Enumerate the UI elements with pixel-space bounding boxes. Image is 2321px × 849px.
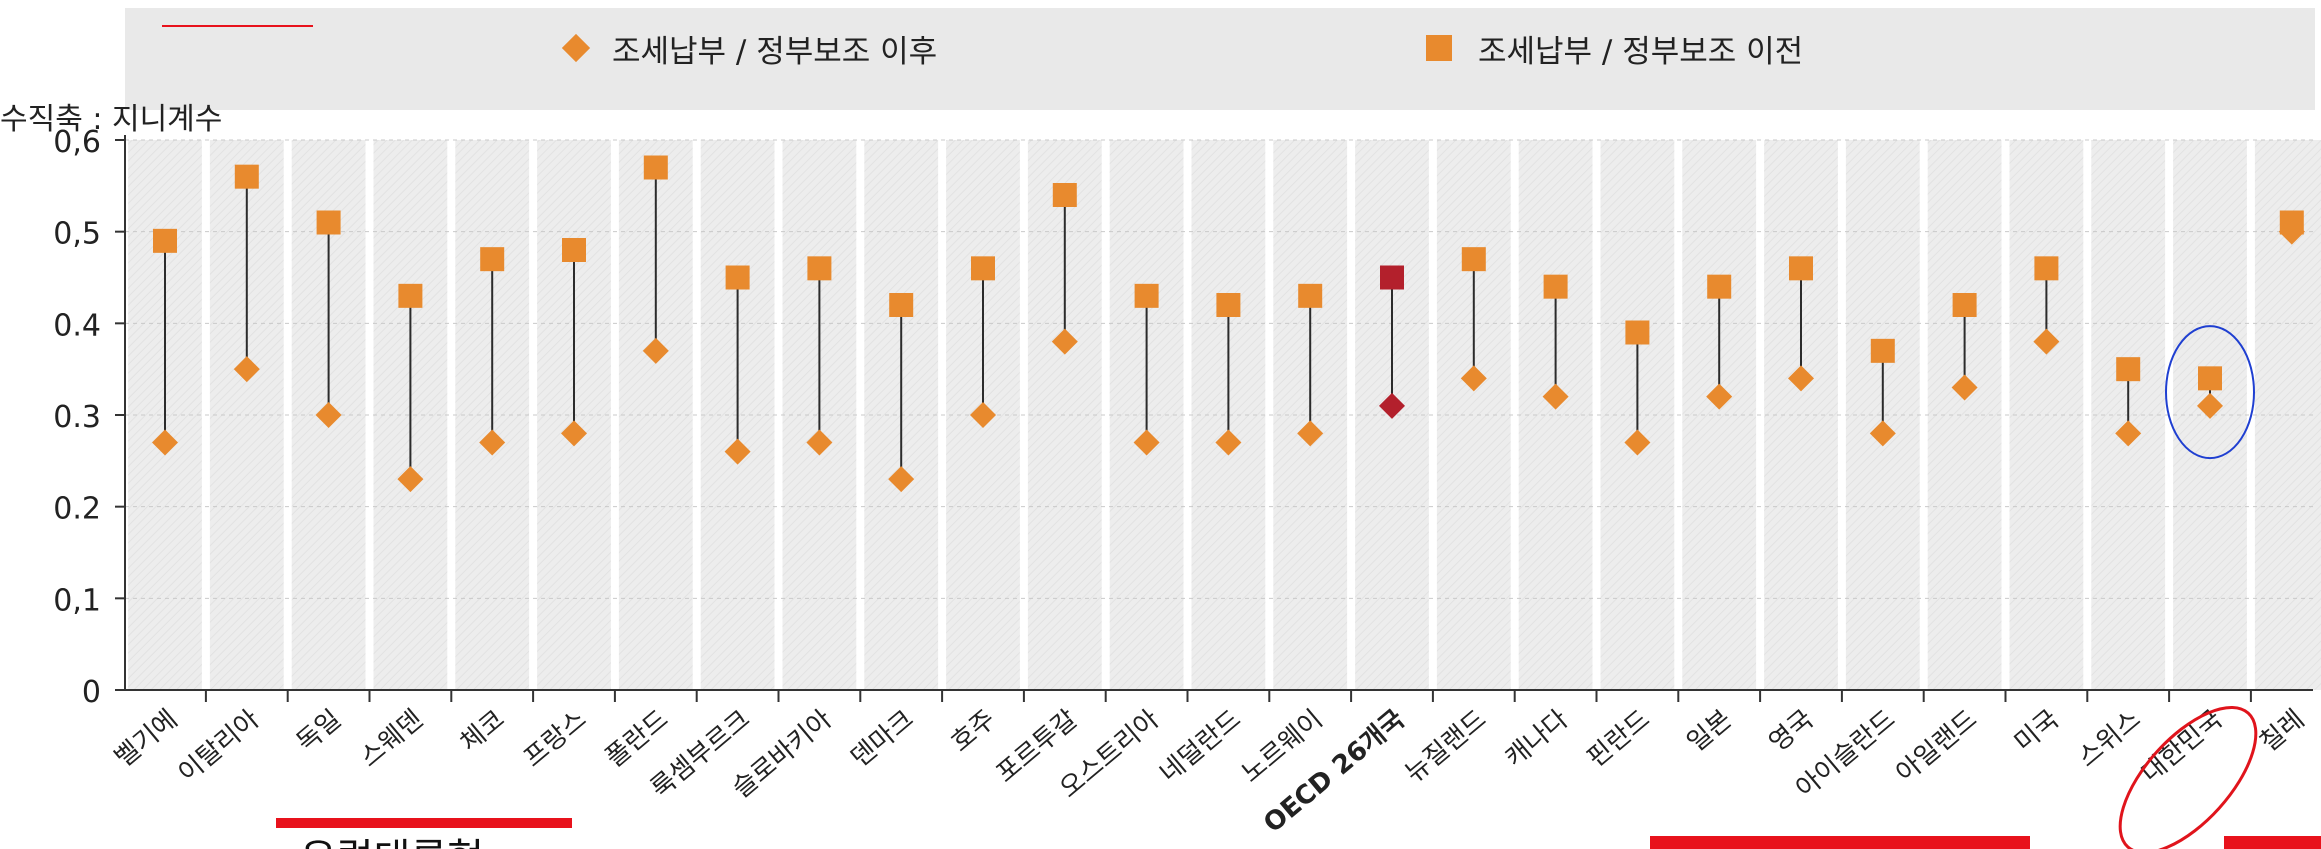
after-marker-diamond (2278, 218, 2305, 245)
after-marker-diamond (233, 356, 260, 383)
annotation-underline-chile (2224, 836, 2321, 849)
x-category-label: 칠레 (2254, 704, 2310, 758)
x-category-label: 미국 (2009, 704, 2065, 758)
x-category-label: 벨기에 (109, 704, 183, 773)
before-marker-square (1052, 183, 1077, 207)
before-marker-square (2198, 366, 2222, 391)
before-marker-square (1543, 274, 1568, 299)
highlight-ellipse-korea-label (2118, 705, 2258, 849)
after-marker-diamond (642, 337, 669, 364)
before-marker-square (1952, 293, 1977, 317)
after-marker-diamond (1297, 420, 1324, 447)
y-tick-label: 0,1 (53, 583, 101, 618)
y-tick-label: 0.3 (53, 400, 101, 435)
legend-item-after: 조세납부 / 정부보조 이후 (561, 24, 938, 72)
y-tick-label: 0.4 (53, 308, 101, 343)
x-category-label: OECD 26개국 (1258, 704, 1410, 839)
y-tick-label: 0 (82, 675, 101, 710)
before-marker-square (398, 283, 423, 308)
before-marker-square (1134, 283, 1159, 308)
after-marker-diamond (479, 429, 506, 456)
x-category-label: 영국 (1764, 704, 1820, 758)
after-marker-diamond (152, 429, 178, 456)
square-icon (1426, 35, 1452, 61)
x-category-label: 아일랜드 (1891, 704, 1984, 788)
after-marker-diamond (397, 466, 424, 493)
before-marker-square (889, 293, 914, 317)
annotation-underline-anglo (1650, 836, 2030, 849)
y-tick-label: 0.2 (53, 492, 101, 527)
before-marker-square (2116, 357, 2141, 382)
after-marker-diamond (2197, 392, 2223, 419)
before-marker-square (807, 256, 832, 281)
category-band (1436, 140, 1511, 690)
after-marker-diamond (1460, 365, 1487, 392)
x-category-label: 캐나다 (1500, 704, 1574, 773)
y-tick-label: 0,6 (53, 125, 101, 160)
after-marker-diamond (1215, 429, 1242, 456)
x-category-label: 대한민국 (2136, 704, 2229, 788)
after-marker-diamond (724, 438, 751, 465)
x-category-label: 덴마크 (845, 704, 919, 773)
before-marker-square (480, 247, 505, 272)
after-marker-diamond (970, 402, 996, 428)
after-marker-diamond (806, 429, 833, 456)
x-category-label: 독일 (291, 704, 347, 758)
before-marker-square (1625, 320, 1650, 345)
x-category-label: 폴란드 (600, 704, 674, 773)
x-category-label: 일본 (1682, 704, 1738, 758)
after-marker-diamond (1379, 392, 1405, 419)
before-marker-square (1380, 265, 1404, 290)
after-marker-diamond (1788, 365, 1814, 392)
before-marker-square (234, 164, 259, 189)
x-category-label: 체코 (455, 704, 511, 758)
annotation-label-europe: 유럽대륙형 (300, 836, 484, 849)
x-category-label: 호주 (946, 704, 1002, 758)
legend-item-before: 조세납부 / 정부보조 이전 (1426, 24, 1803, 72)
before-marker-square (1461, 247, 1486, 272)
after-marker-diamond (888, 466, 915, 493)
after-marker-diamond (1951, 374, 1978, 401)
y-axis-title: 수직축 : 지니계수 (0, 102, 223, 137)
after-marker-diamond (1133, 429, 1160, 456)
before-marker-square (316, 210, 341, 235)
before-marker-square (1216, 293, 1241, 317)
annotation-underline-europe (276, 818, 572, 828)
after-marker-diamond (1706, 383, 1733, 410)
x-category-label: 스웨덴 (355, 704, 429, 773)
before-marker-square (2034, 256, 2059, 281)
legend-label-before: 조세납부 / 정부보조 이전 (1478, 33, 1804, 70)
before-marker-square (971, 256, 995, 281)
before-marker-square (1789, 256, 1813, 281)
before-marker-square (1707, 274, 1732, 299)
x-category-label: 네덜란드 (1154, 704, 1247, 788)
before-marker-square (1298, 283, 1323, 308)
highlight-circle-korea (2165, 325, 2255, 460)
x-category-label: 핀란드 (1582, 704, 1656, 773)
after-marker-diamond (2115, 420, 2142, 447)
x-category-label: 프랑스 (518, 704, 592, 773)
before-marker-square (725, 265, 750, 290)
x-category-label: 뉴질랜드 (1400, 704, 1493, 788)
y-tick-label: 0,5 (53, 217, 101, 252)
legend-label-after: 조세납부 / 정부보조 이후 (612, 33, 938, 70)
before-marker-square (153, 228, 177, 253)
after-marker-diamond (1542, 383, 1569, 410)
after-marker-diamond (315, 402, 342, 428)
after-marker-diamond (1051, 328, 1078, 355)
category-band (1518, 140, 1593, 690)
legend (125, 8, 2315, 110)
x-category-label: 스위스 (2072, 704, 2146, 773)
after-marker-diamond (1624, 429, 1651, 456)
before-marker-square (643, 155, 668, 180)
after-marker-diamond (1869, 420, 1896, 447)
before-marker-square (1870, 338, 1895, 363)
x-category-label: 이탈리아 (173, 704, 266, 789)
before-marker-square (562, 238, 586, 262)
after-marker-diamond (2033, 328, 2060, 355)
after-marker-diamond (561, 420, 587, 447)
